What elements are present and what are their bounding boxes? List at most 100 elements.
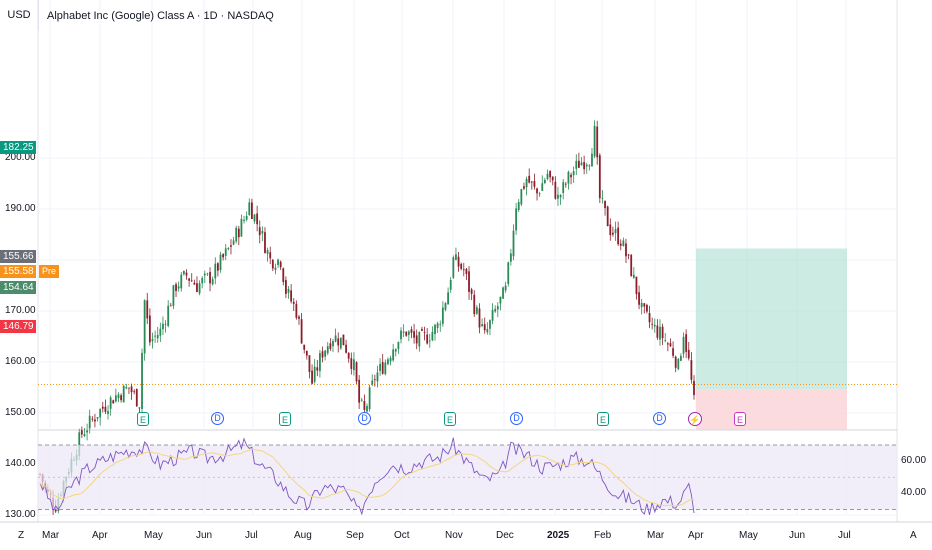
earnings-marker[interactable]: E: [734, 412, 746, 426]
candle-body: [162, 323, 164, 330]
candle-body: [86, 430, 88, 433]
candle-body: [248, 202, 251, 216]
candle-body: [434, 324, 436, 334]
candle-body: [261, 231, 264, 234]
earnings-marker[interactable]: E: [137, 412, 149, 426]
price-axis-label: 140.00: [5, 458, 36, 469]
price-axis-label: 170.00: [5, 305, 36, 316]
candle-body: [394, 349, 397, 352]
candle-body: [520, 189, 523, 205]
time-axis-label: May: [739, 530, 758, 541]
earnings-marker[interactable]: E: [597, 412, 609, 426]
candle-body: [410, 329, 413, 333]
candle-body: [235, 227, 238, 242]
auto-scale-toggle[interactable]: A: [910, 530, 917, 541]
candle-body: [439, 323, 442, 325]
candle-body: [373, 379, 376, 381]
candle-body: [177, 286, 180, 289]
candle-body: [201, 278, 204, 284]
candle-body: [143, 300, 146, 354]
time-axis-label: Jul: [245, 530, 258, 541]
candle-body: [214, 263, 217, 279]
candle-body: [483, 324, 486, 331]
candle-body: [285, 280, 287, 294]
price-axis-label: 130.00: [5, 509, 36, 520]
candle-body: [287, 288, 290, 293]
candle-body: [274, 267, 277, 270]
candle-body: [452, 257, 455, 278]
dividend-marker[interactable]: D: [358, 412, 371, 425]
candle-body: [337, 338, 340, 346]
candle-body: [128, 387, 130, 389]
candle-body: [659, 326, 661, 340]
candle-body: [350, 358, 353, 369]
rsi-axis-label: 40.00: [901, 487, 927, 499]
candle-body: [478, 308, 481, 328]
candle-body: [290, 290, 293, 302]
current-price-tag: 155.58: [0, 265, 36, 278]
candle-body: [651, 323, 654, 325]
candle-body: [332, 341, 334, 347]
time-axis-label: Oct: [394, 530, 410, 541]
dividend-marker[interactable]: D: [211, 412, 224, 425]
earnings-marker[interactable]: E: [444, 412, 456, 426]
candle-body: [156, 334, 159, 339]
candle-body: [646, 304, 648, 312]
rsi-line: [39, 437, 695, 516]
price-axis-label: 150.00: [5, 407, 36, 418]
candle-body: [311, 370, 313, 384]
candle-body: [415, 335, 418, 344]
candle-body: [99, 408, 102, 418]
candle-body: [596, 126, 599, 158]
candle-body: [298, 316, 300, 319]
candle-body: [104, 406, 107, 412]
candle-body: [256, 213, 259, 225]
candle-body: [269, 252, 272, 259]
candle-body: [421, 329, 423, 331]
earnings-marker[interactable]: E: [279, 412, 291, 426]
candle-body: [449, 280, 452, 290]
candle-body: [135, 389, 138, 407]
candle-body: [253, 214, 256, 222]
candle-body: [591, 153, 593, 167]
candle-body: [133, 391, 136, 393]
candle-body: [141, 352, 143, 409]
candle-body: [250, 202, 253, 219]
lightning-icon[interactable]: ⚡: [688, 412, 702, 426]
candle-body: [206, 273, 209, 275]
candle-body: [530, 181, 533, 183]
candle-body: [557, 194, 559, 199]
candle-body: [219, 254, 222, 271]
candle-body: [606, 206, 609, 227]
timezone-toggle[interactable]: Z: [18, 530, 25, 541]
candle-body: [80, 430, 83, 435]
candle-body: [614, 229, 617, 234]
candle-body: [486, 328, 489, 333]
currency-label[interactable]: USD: [0, 0, 39, 30]
dividend-marker[interactable]: D: [653, 412, 666, 425]
candle-body: [321, 351, 324, 358]
dividend-marker[interactable]: D: [510, 412, 523, 425]
candle-body: [418, 332, 421, 347]
candle-body: [125, 387, 128, 389]
candle-body: [114, 395, 117, 402]
candle-body: [444, 303, 447, 310]
time-axis-label: Jun: [789, 530, 806, 541]
candle-body: [627, 254, 630, 256]
time-axis-label: Feb: [594, 530, 612, 541]
candle-body: [593, 125, 596, 157]
candle-body: [243, 219, 245, 221]
candle-body: [308, 355, 311, 372]
candle-body: [640, 302, 643, 308]
candle-body: [664, 340, 667, 342]
candle-body: [455, 254, 457, 260]
candle-body: [203, 273, 206, 276]
candle-body: [324, 350, 327, 357]
candle-body: [632, 274, 635, 278]
candle-body: [517, 202, 520, 210]
candle-body: [339, 337, 342, 349]
candle-body: [384, 362, 387, 375]
time-axis-label: Mar: [647, 530, 665, 541]
